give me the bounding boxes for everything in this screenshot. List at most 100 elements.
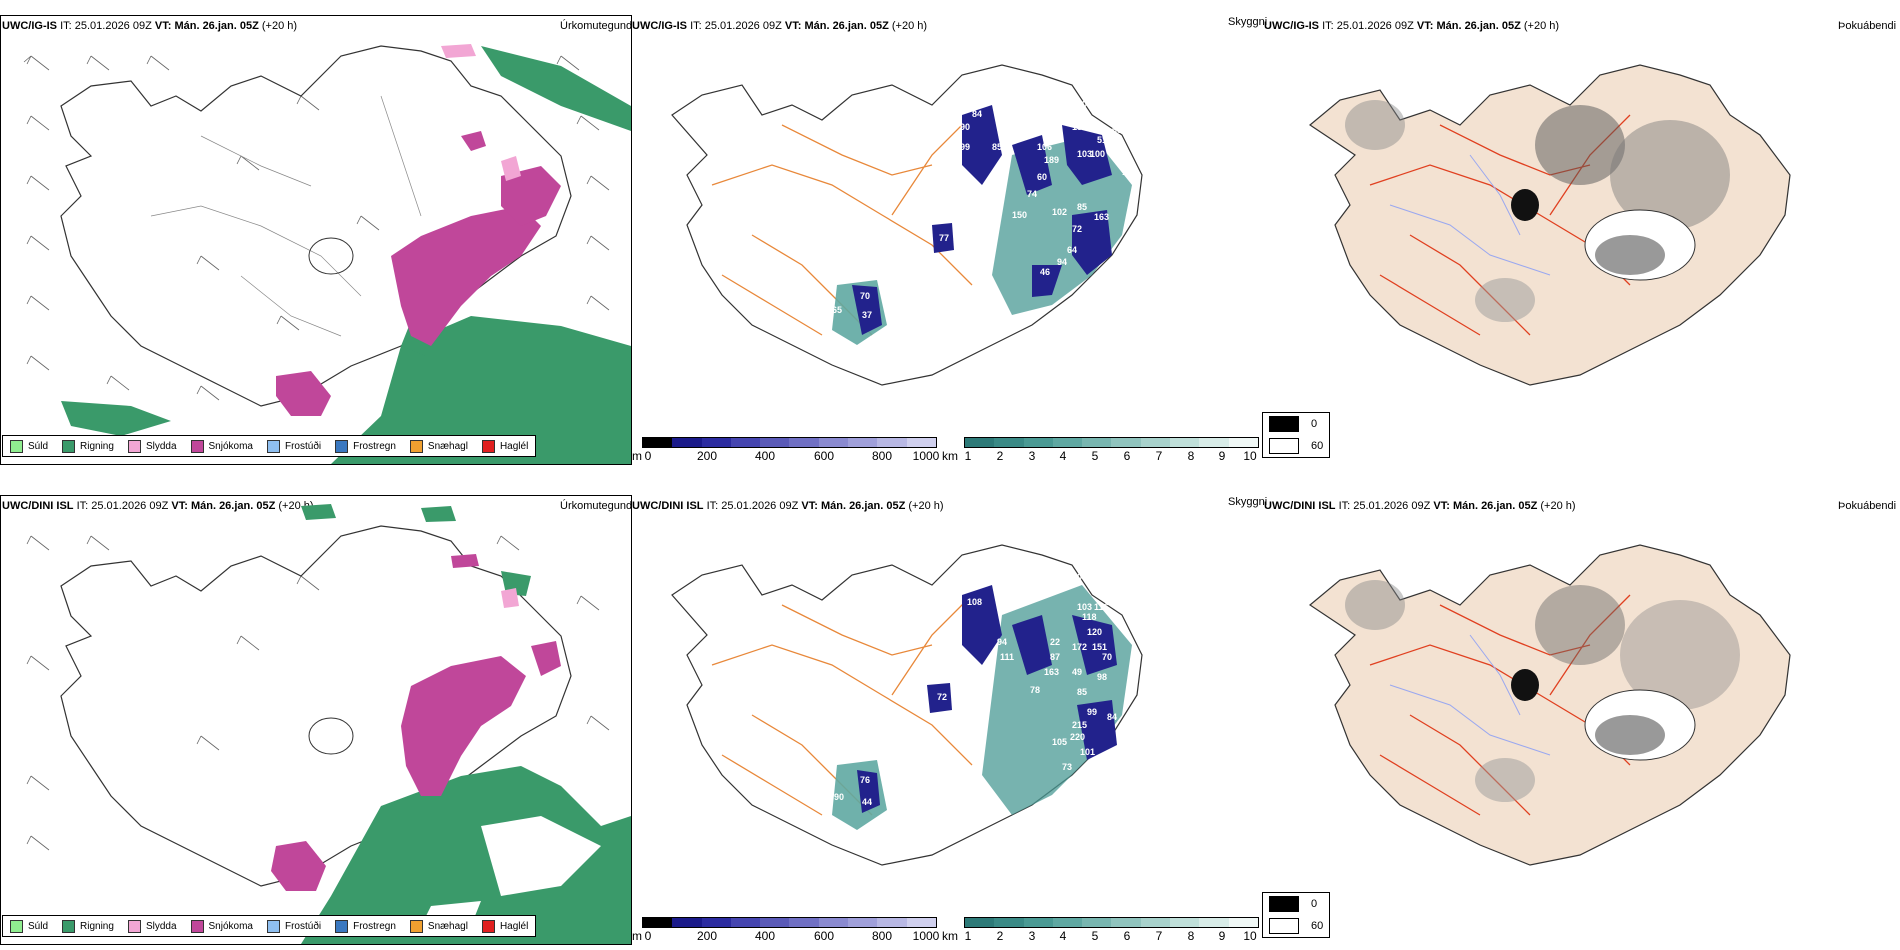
panel-name-vis-1: Skyggni [1228,16,1268,28]
precip-map-1[interactable] [0,15,632,465]
vis-label: 64 [1067,245,1077,255]
legend-swatch [10,439,23,453]
panel-title-fog-2: UWC/DINI ISL IT: 25.01.2026 09Z VT: Mán.… [1264,500,1576,512]
svg-text:90: 90 [834,792,844,802]
svg-text:99: 99 [1087,707,1097,717]
height-colorbar-2: m 0 200 400 600 800 1000 [632,917,939,945]
svg-text:407: 407 [1072,572,1087,582]
precip-legend-1: Súld Rigning Slydda Snjókoma Frostúði Fr… [2,435,537,457]
svg-text:70: 70 [1102,652,1112,662]
precip-legend-2: Súld Rigning Slydda Snjókoma Frostúði Fr… [2,915,537,937]
snow-area [501,166,561,226]
panel-name-fog-2: Þokuábendi [1838,500,1897,512]
row-2: UWC/DINI ISL IT: 25.01.2026 09Z VT: Mán.… [0,480,1900,950]
vis-label: 85 [992,142,1002,152]
vis-label: 102 [1052,207,1067,217]
svg-text:76: 76 [860,775,870,785]
snow-area [391,206,541,346]
legend-item-rain: Rigning [55,439,121,453]
vis-label: 100 [1122,167,1137,177]
vis-label: 150 [1012,210,1027,220]
svg-text:103: 103 [1077,602,1092,612]
panel-title-vis-2: UWC/DINI ISL IT: 25.01.2026 09Z VT: Mán.… [632,500,944,512]
vis-label: 80 [1112,147,1122,157]
vis-label: 70 [860,291,870,301]
panel-name-precip-2: Úrkomutegund [560,500,633,512]
fog-key-1: 0 60 [1262,412,1331,458]
legend-item-drizzle: Súld [3,439,55,453]
svg-text:120: 120 [1087,627,1102,637]
height-colorbar-1: m 0 200 400 600 800 1000 [632,437,939,465]
svg-text:73: 73 [1062,762,1072,772]
vis-label: 37 [862,310,872,320]
snow-area [276,371,331,416]
svg-text:116: 116 [1094,602,1109,612]
vis-label: 51 [1097,135,1107,145]
visibility-colorbar-2: km 1 2 3 4 5 6 7 8 9 10 [942,917,1262,945]
svg-text:44: 44 [862,797,872,807]
visibility-map-1[interactable]: 40 107 60 84 90 85 91 185 51 65 106 189 … [632,35,1262,435]
fog-map-2[interactable] [1290,515,1860,915]
legend-item-freezing-drizzle: Frostúði [260,439,328,453]
fog-map-1[interactable] [1290,35,1860,435]
panel-title-vis-1: UWC/IG-IS IT: 25.01.2026 09Z VT: Mán. 26… [632,20,928,32]
vis-label: 40 [732,72,742,82]
svg-text:101: 101 [1080,747,1095,757]
svg-text:87: 87 [1050,652,1060,662]
svg-text:85: 85 [1077,687,1087,697]
vis-label: 60 [1097,109,1107,119]
visibility-map-2[interactable]: 407 103 116 118 108 120 172 151 70 22 87… [632,515,1262,915]
vis-label: 91 [1000,157,1010,167]
vis-label: 90 [960,122,970,132]
vis-label: 84 [972,109,982,119]
panel-name-fog-1: Þokuábendi [1838,20,1897,32]
vis-label: 94 [1057,257,1067,267]
svg-text:151: 151 [1092,642,1107,652]
vis-label: 85 [1077,202,1087,212]
svg-text:78: 78 [1030,685,1040,695]
legend-item-freezing-rain: Frostregn [328,439,403,453]
vis-label: 163 [1094,212,1109,222]
svg-text:22: 22 [1050,637,1060,647]
svg-text:84: 84 [1107,712,1117,722]
precip-map-2[interactable] [0,495,632,945]
panel-title-fog-1: UWC/IG-IS IT: 25.01.2026 09Z VT: Mán. 26… [1264,20,1560,32]
vis-label: 106 [1037,142,1052,152]
panel-title-precip-1: UWC/IG-IS IT: 25.01.2026 09Z VT: Mán. 26… [2,20,298,32]
legend-item-hail: Haglél [475,439,535,453]
legend-item-snow-pellets: Snæhagl [403,439,475,453]
vis-label: 103 [1077,149,1092,159]
vis-label: 72 [1072,224,1082,234]
vis-label: 100 [1090,149,1105,159]
iceland-outline-1 [60,45,572,407]
legend-item-sleet: Slydda [121,439,184,453]
fog-key-2: 0 60 [1262,892,1331,938]
visibility-value-labels: 40 107 60 84 90 85 91 185 51 65 106 189 … [732,72,1137,320]
panel-name-precip-1: Úrkomutegund [560,20,633,32]
rain-area [331,316,631,464]
panel-title-precip-2: UWC/DINI ISL IT: 25.01.2026 09Z VT: Mán.… [2,500,314,512]
vis-label: 74 [1027,189,1037,199]
panel-name-vis-2: Skyggni [1228,496,1268,508]
vis-label: 185 [1072,122,1087,132]
rain-area [61,401,171,436]
svg-text:220: 220 [1070,732,1085,742]
svg-text:163: 163 [1044,667,1059,677]
vis-label: 99 [960,142,970,152]
svg-text:118: 118 [1082,612,1097,622]
svg-text:105: 105 [1052,737,1067,747]
vis-label: 46 [1040,267,1050,277]
svg-text:108: 108 [967,597,982,607]
svg-text:98: 98 [1097,672,1107,682]
svg-text:215: 215 [1072,720,1087,730]
visibility-colorbar-1: km 1 2 3 4 5 6 7 8 9 10 [942,437,1262,465]
svg-text:94: 94 [997,637,1007,647]
vis-label: 60 [1037,172,1047,182]
sleet-area [501,156,521,181]
svg-text:49: 49 [1072,667,1082,677]
svg-text:72: 72 [937,692,947,702]
vis-label: 65 [1112,125,1122,135]
svg-text:111: 111 [1000,652,1014,662]
precip-map-svg-1 [23,44,631,464]
vis-label: 77 [939,233,949,243]
